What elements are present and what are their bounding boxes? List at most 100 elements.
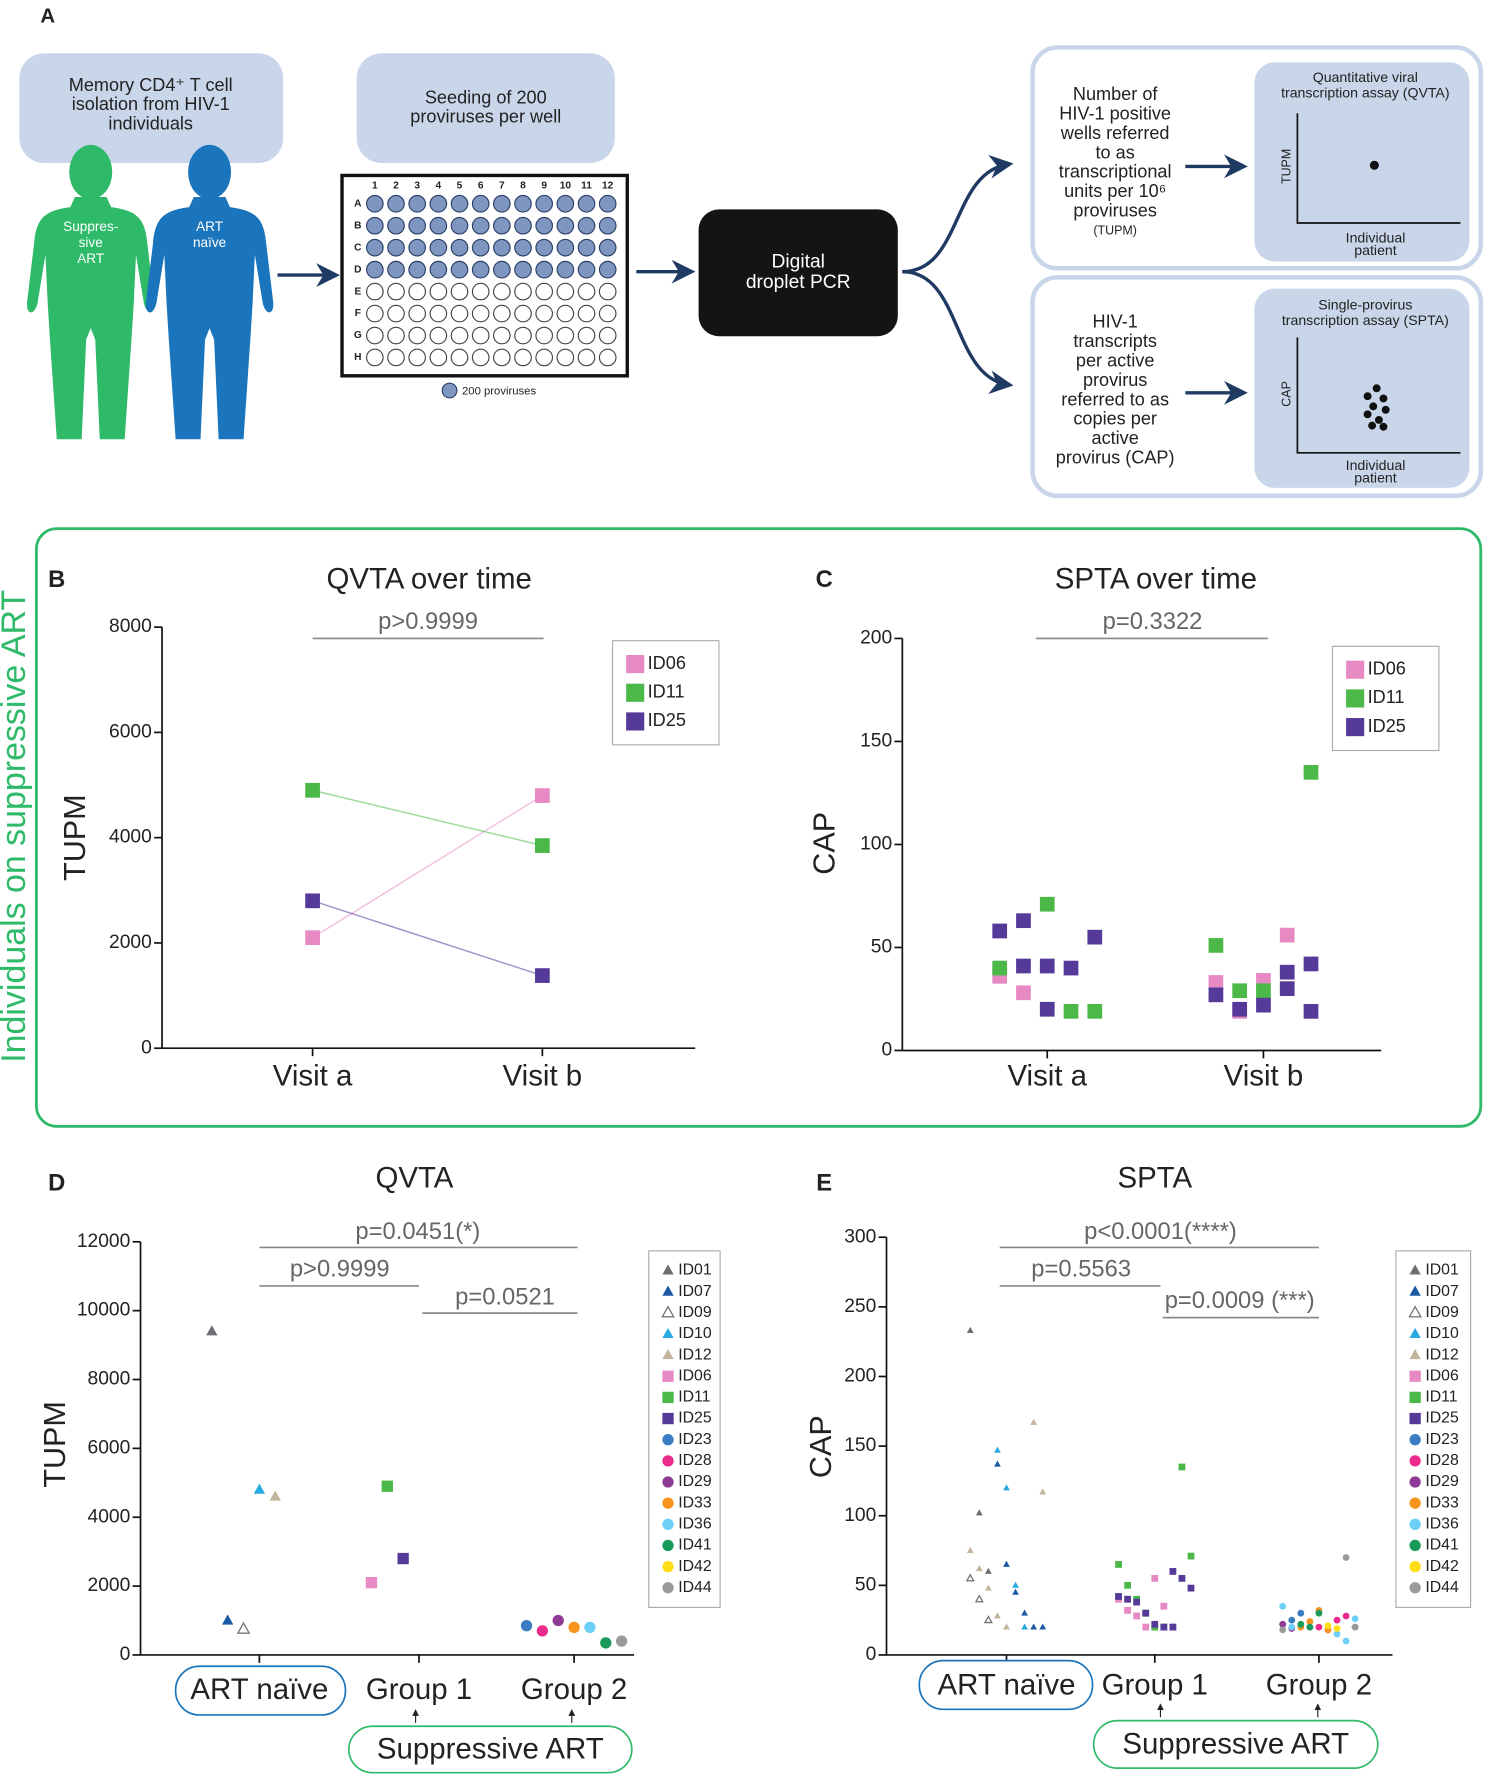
triangle-marker <box>975 1509 983 1516</box>
square-marker <box>1303 764 1319 780</box>
square-marker <box>1151 1574 1159 1582</box>
well <box>366 194 384 213</box>
x-tick-label: Group 2 <box>521 1673 627 1706</box>
plate-row: H <box>354 352 361 363</box>
p-value: p>0.9999 <box>378 608 478 635</box>
legend-label: ID44 <box>1425 1579 1459 1596</box>
circle-marker <box>1288 1616 1296 1624</box>
circle-marker <box>1315 1609 1323 1617</box>
triangle-marker <box>236 1621 251 1634</box>
square-marker <box>1133 1612 1141 1620</box>
well <box>535 238 554 257</box>
y-tick-label: 50 <box>871 937 892 958</box>
triangle-marker <box>222 1614 234 1625</box>
triangle-marker <box>206 1325 218 1336</box>
square-marker <box>1016 958 1031 974</box>
circle-marker <box>1409 1497 1421 1509</box>
person-head <box>69 144 113 200</box>
description: proviruses <box>1073 201 1157 221</box>
description: Number of <box>1073 84 1159 104</box>
well <box>387 238 405 257</box>
legend-label: ID33 <box>678 1494 712 1511</box>
arrow <box>902 269 1014 395</box>
y-axis-label: TUPM <box>58 794 92 881</box>
well <box>387 348 405 367</box>
square-marker <box>662 1370 674 1382</box>
well <box>577 304 596 323</box>
triangle-marker <box>974 1594 984 1603</box>
assay-xlabel: Individual <box>1346 457 1406 473</box>
square-marker <box>1039 896 1055 912</box>
plate-column: 11 <box>581 180 592 191</box>
triangle-marker <box>662 1348 674 1360</box>
well <box>408 194 427 213</box>
square-marker <box>1303 1003 1319 1019</box>
panel-a-shapes <box>19 45 1484 1128</box>
y-tick-label: 8000 <box>109 616 152 637</box>
category-box <box>918 1659 1094 1711</box>
well <box>450 304 469 323</box>
y-tick-label: 150 <box>860 731 892 752</box>
circle-marker <box>1342 1637 1350 1645</box>
category-box <box>174 1665 347 1716</box>
circle-marker <box>1288 1623 1296 1631</box>
series-line <box>312 900 543 977</box>
well <box>471 238 490 257</box>
plate-column: 1 <box>372 180 378 191</box>
well <box>493 238 511 257</box>
well <box>598 260 617 279</box>
plate-column: 7 <box>499 180 505 191</box>
circle-marker <box>536 1625 549 1637</box>
plate-column: 6 <box>478 180 484 191</box>
description: provirus <box>1083 370 1147 390</box>
plate-column: 9 <box>541 180 547 191</box>
circle-marker <box>662 1518 674 1530</box>
square-marker <box>1087 1003 1103 1019</box>
square-marker <box>1063 1003 1079 1019</box>
triangle-marker <box>1409 1264 1421 1275</box>
group-label: Suppressive ART <box>1122 1727 1349 1760</box>
well <box>535 194 554 213</box>
side-label: Individuals on suppressive ART <box>0 590 33 1063</box>
well <box>493 260 511 279</box>
well <box>493 304 511 323</box>
triangle-marker <box>662 1327 674 1339</box>
plate-column: 8 <box>520 180 526 191</box>
square-marker <box>1279 927 1295 943</box>
triangle-marker <box>966 1546 974 1553</box>
triangle-marker <box>662 1264 674 1275</box>
y-axis-label: CAP <box>808 812 842 875</box>
well <box>556 260 575 279</box>
circle-marker <box>568 1621 580 1634</box>
circle-marker <box>1409 1560 1421 1573</box>
assay-ylabel: TUPM <box>1279 149 1293 184</box>
x-tick-label: Group 1 <box>366 1673 472 1706</box>
x-tick-label: Visit a <box>273 1059 353 1092</box>
well <box>366 238 384 257</box>
person-head <box>188 144 232 200</box>
mini-axes <box>1296 113 1461 224</box>
triangle-marker <box>1012 1581 1019 1588</box>
circle-marker <box>662 1455 674 1467</box>
circle-marker <box>600 1637 612 1649</box>
plate-column: 5 <box>457 180 463 191</box>
circle-marker <box>662 1497 674 1509</box>
well <box>429 260 448 279</box>
triangle-marker <box>1039 1623 1047 1630</box>
square-marker <box>1160 1602 1168 1610</box>
legend-label: ID11 <box>1425 1389 1457 1406</box>
chart: E SPTA CAP 0 50 100 150 200 250 300 ART naïve Group… <box>804 1161 1472 1770</box>
well <box>577 260 596 279</box>
square-marker <box>626 683 645 702</box>
square-marker <box>1409 1370 1421 1382</box>
square-marker <box>1124 1595 1132 1603</box>
square-marker <box>1279 964 1295 980</box>
person-text: Suppres- <box>63 219 118 234</box>
triangle-marker <box>1409 1348 1421 1360</box>
description: to as <box>1096 142 1135 162</box>
well <box>387 216 405 235</box>
well <box>598 194 617 213</box>
square-marker <box>1016 913 1031 929</box>
chart: D QVTA TUPM 0 2000 4000 6000 8000 10000 12000 ART … <box>38 1161 721 1774</box>
